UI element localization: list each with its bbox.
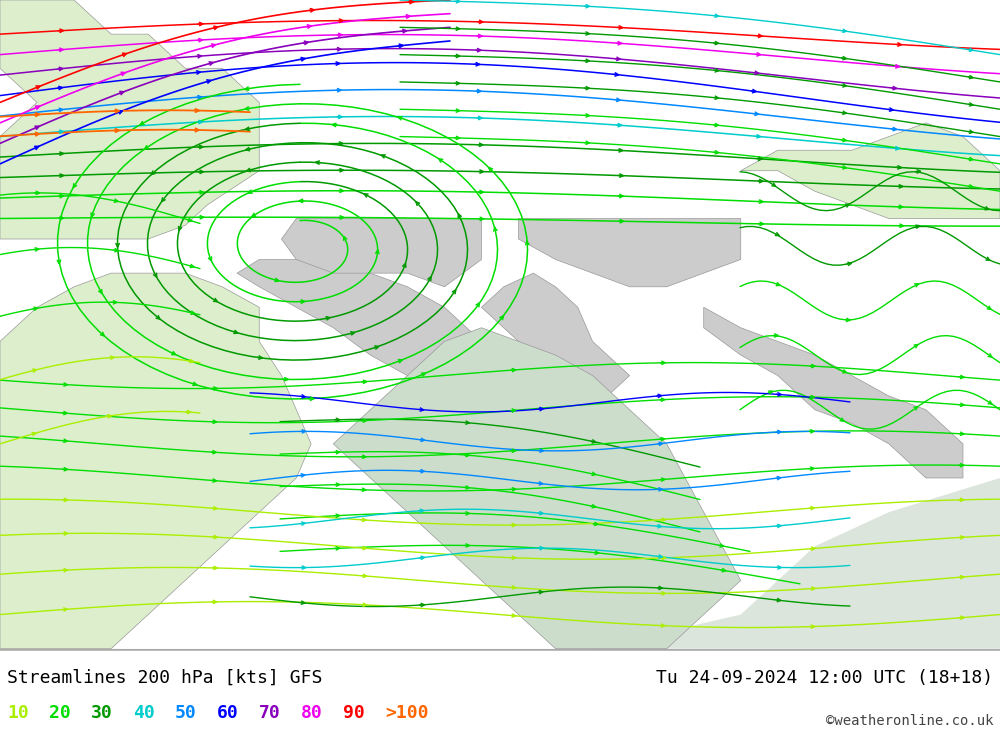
Polygon shape: [237, 259, 481, 375]
Text: >100: >100: [385, 704, 428, 722]
Text: 10: 10: [7, 704, 29, 722]
Polygon shape: [0, 273, 311, 649]
Polygon shape: [281, 218, 481, 287]
Text: ©weatheronline.co.uk: ©weatheronline.co.uk: [826, 714, 993, 728]
Text: 60: 60: [217, 704, 239, 722]
Polygon shape: [741, 123, 1000, 218]
Text: Tu 24-09-2024 12:00 UTC (18+18): Tu 24-09-2024 12:00 UTC (18+18): [656, 668, 993, 687]
Text: 20: 20: [49, 704, 71, 722]
Polygon shape: [0, 0, 259, 239]
Polygon shape: [519, 218, 741, 287]
Text: Streamlines 200 hPa [kts] GFS: Streamlines 200 hPa [kts] GFS: [7, 668, 322, 687]
Text: 70: 70: [259, 704, 281, 722]
Text: 50: 50: [175, 704, 197, 722]
Text: 40: 40: [133, 704, 155, 722]
Polygon shape: [481, 273, 630, 424]
Text: 30: 30: [91, 704, 113, 722]
Polygon shape: [296, 478, 1000, 649]
Polygon shape: [333, 328, 741, 649]
Polygon shape: [704, 307, 963, 478]
Text: 90: 90: [343, 704, 365, 722]
Text: 80: 80: [301, 704, 323, 722]
